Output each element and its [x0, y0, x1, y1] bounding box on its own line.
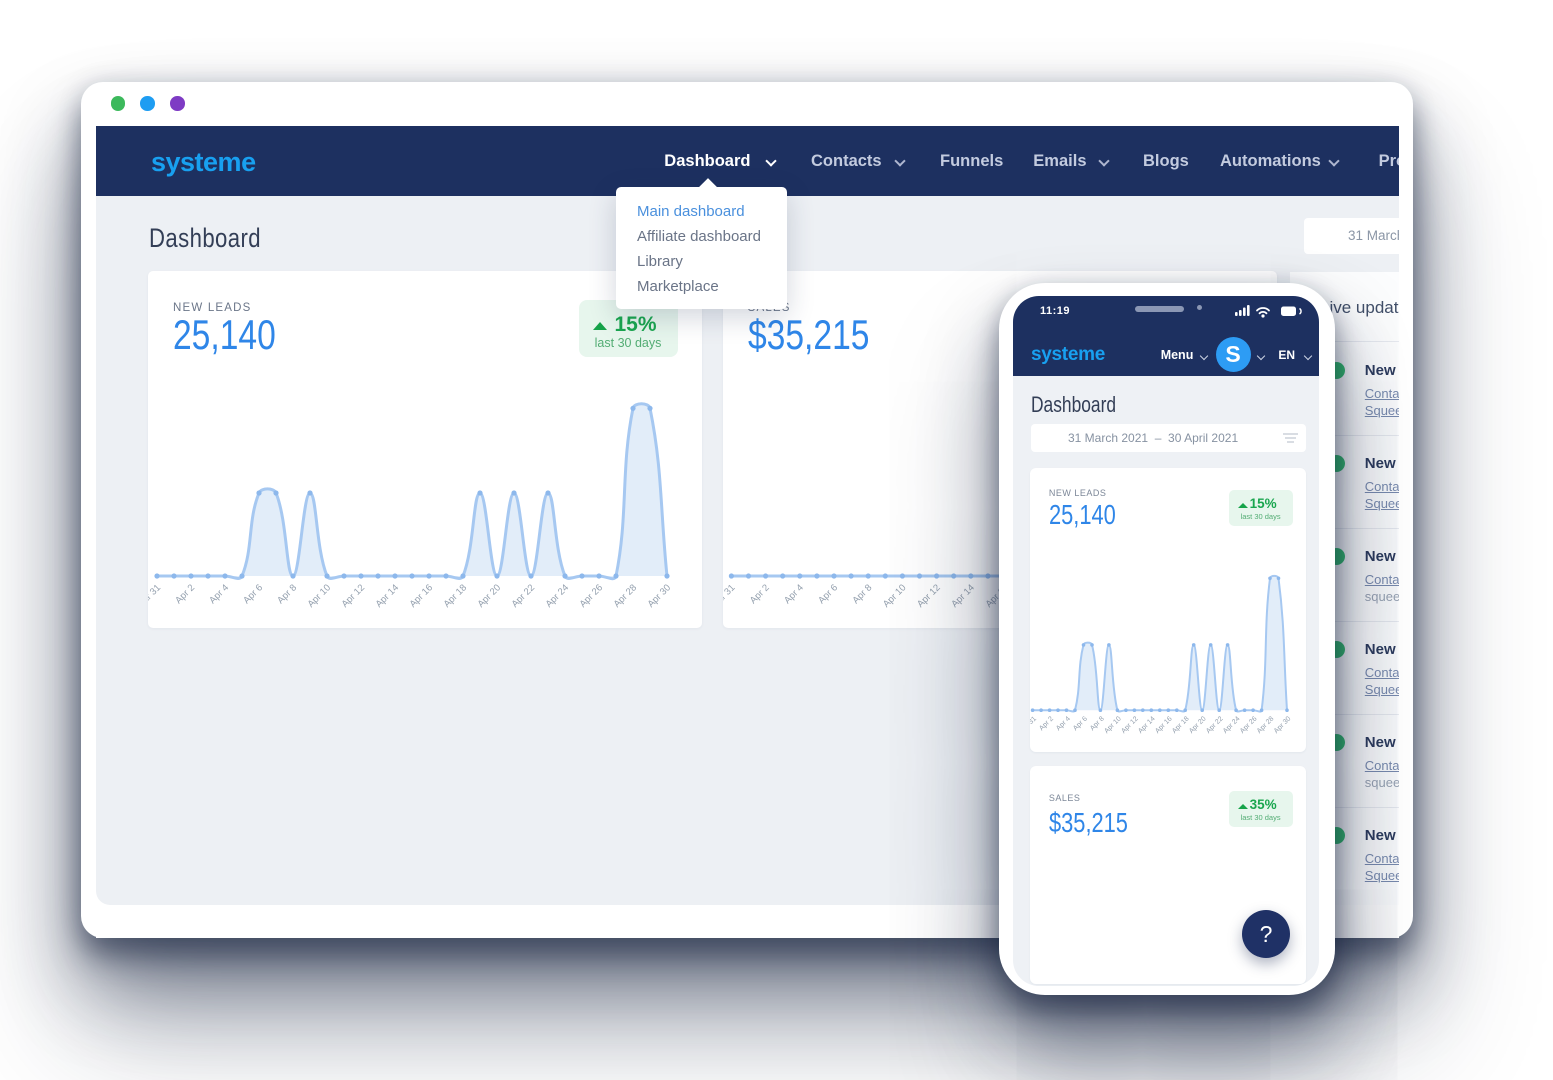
svg-text:Apr 2: Apr 2 — [1038, 715, 1055, 732]
svg-text:Apr 16: Apr 16 — [408, 582, 436, 610]
svg-text:Apr 14: Apr 14 — [1137, 715, 1157, 735]
svg-text:Apr 2: Apr 2 — [173, 582, 197, 606]
svg-text:Apr 22: Apr 22 — [1205, 715, 1225, 735]
svg-text:Apr 26: Apr 26 — [1239, 715, 1259, 735]
svg-text:Apr 6: Apr 6 — [1072, 715, 1089, 732]
svg-text:Apr 10: Apr 10 — [1103, 715, 1123, 735]
svg-text:Apr 24: Apr 24 — [544, 582, 572, 610]
svg-text:Apr 20: Apr 20 — [1188, 715, 1208, 735]
svg-text:Apr 12: Apr 12 — [340, 582, 368, 610]
svg-text:Apr 4: Apr 4 — [207, 582, 231, 606]
svg-text:Apr 8: Apr 8 — [850, 582, 874, 606]
svg-text:Apr 16: Apr 16 — [1154, 715, 1174, 735]
svg-text:Apr 30: Apr 30 — [646, 582, 674, 610]
svg-text:Apr 2: Apr 2 — [747, 582, 771, 606]
svg-text:Apr 4: Apr 4 — [782, 582, 806, 606]
svg-text:Apr 20: Apr 20 — [476, 582, 504, 610]
svg-text:Apr 30: Apr 30 — [1273, 715, 1293, 735]
svg-text:Apr 10: Apr 10 — [881, 582, 909, 610]
svg-text:Apr 10: Apr 10 — [306, 582, 334, 610]
svg-text:Mar 31: Mar 31 — [723, 582, 738, 611]
svg-text:Mar 31: Mar 31 — [1030, 715, 1038, 735]
svg-text:Apr 14: Apr 14 — [949, 582, 977, 610]
svg-text:Apr 6: Apr 6 — [816, 582, 840, 606]
svg-text:Apr 12: Apr 12 — [1120, 715, 1140, 735]
svg-text:Apr 4: Apr 4 — [1055, 715, 1072, 732]
svg-text:Apr 12: Apr 12 — [915, 582, 943, 610]
svg-text:Apr 6: Apr 6 — [241, 582, 265, 606]
svg-text:Apr 28: Apr 28 — [1256, 715, 1276, 735]
svg-text:Apr 18: Apr 18 — [442, 582, 470, 610]
svg-text:Apr 22: Apr 22 — [510, 582, 538, 610]
svg-text:Apr 8: Apr 8 — [275, 582, 299, 606]
svg-text:Apr 24: Apr 24 — [1222, 715, 1242, 735]
svg-text:Apr 28: Apr 28 — [612, 582, 640, 610]
svg-text:Apr 26: Apr 26 — [578, 582, 606, 610]
svg-text:Mar 31: Mar 31 — [148, 582, 163, 611]
svg-text:Apr 14: Apr 14 — [374, 582, 402, 610]
svg-text:Apr 18: Apr 18 — [1171, 715, 1191, 735]
